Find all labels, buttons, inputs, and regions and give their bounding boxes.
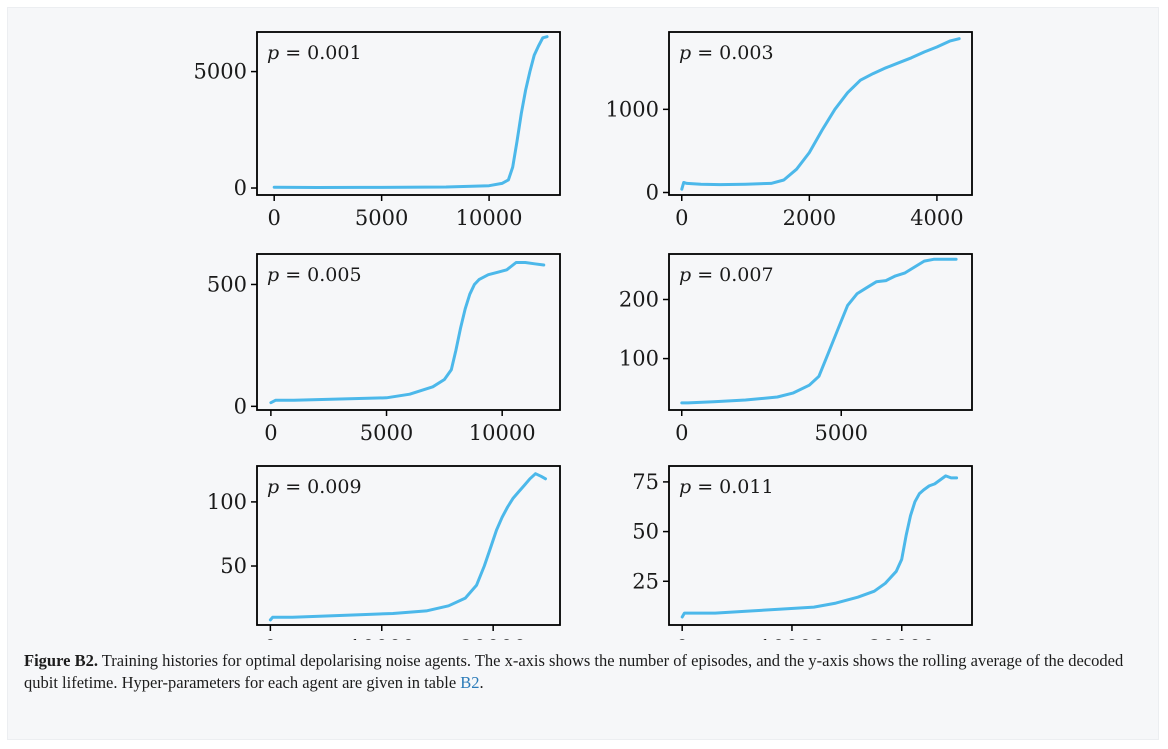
chart-panel-2: 0 2000 4000 0 1000 p = 0.003 [606,31,973,230]
y-tick-label: 25 [632,569,659,593]
series-line [269,261,546,405]
x-tick-label: 10000 [759,636,826,640]
x-tick-label: 0 [675,636,688,640]
x-tick-label: 10000 [456,206,523,230]
x-tick-label: 5000 [355,206,408,230]
panel-label: p = 0.005 [267,264,362,286]
chart-panel-3: 0 5000 10000 0 500 p = 0.005 [207,253,561,445]
axes-frame [668,31,973,196]
x-tick-label: 0 [264,636,277,640]
x-tick-label: 2000 [783,206,836,230]
panel-label: p = 0.011 [679,476,774,498]
axes-frame [256,31,561,196]
chart-panel-1: 0 5000 10000 0 5000 p = 0.001 [194,31,561,230]
y-tick-label: 0 [234,394,247,418]
series-line [272,35,549,189]
series-line [268,472,547,622]
y-tick-label: 200 [619,288,659,312]
y-tick-label: 100 [207,490,247,514]
x-tick-label: 20000 [868,636,935,640]
series-line [680,37,961,191]
axes-frame [668,465,973,626]
y-tick-label: 0 [646,181,659,205]
x-tick-label: 0 [675,206,688,230]
x-tick-label: 10000 [469,421,536,445]
axes-frame [256,253,561,411]
y-tick-label: 0 [234,176,247,200]
panel-label: p = 0.001 [267,42,362,64]
panel-label: p = 0.003 [679,42,774,64]
figure-frame [7,7,1159,740]
caption-label: Figure B2. [24,651,98,670]
x-tick-label: 10000 [348,636,415,640]
y-tick-label: 100 [619,347,659,371]
y-tick-label: 50 [220,554,247,578]
caption-text: Training histories for optimal depolaris… [24,651,1124,692]
y-tick-label: 5000 [194,60,247,84]
chart-panel-5: 0 10000 20000 50 100 p = 0.009 [207,465,561,640]
x-tick-label: 20000 [460,636,527,640]
x-tick-label: 5000 [360,421,413,445]
x-tick-label: 0 [268,206,281,230]
panel-label: p = 0.007 [679,264,774,286]
series-line [680,474,959,619]
x-tick-label: 0 [675,421,688,445]
chart-panel-6: 0 10000 20000 25 50 75 p = 0.011 [632,465,973,640]
y-tick-label: 50 [632,520,659,544]
axes-frame [256,465,561,626]
axes-frame [668,253,973,411]
x-tick-label: 0 [264,421,277,445]
y-tick-label: 75 [632,470,659,494]
y-tick-label: 1000 [606,97,659,121]
x-tick-label: 5000 [815,421,868,445]
figure-caption: Figure B2. Training histories for optima… [24,650,1144,694]
series-line [680,257,958,405]
x-tick-label: 4000 [910,206,963,230]
y-tick-label: 500 [207,272,247,296]
panel-label: p = 0.009 [267,476,362,498]
chart-panel-4: 0 5000 100 200 p = 0.007 [619,253,973,445]
caption-end: . [479,673,484,692]
table-reference-link[interactable]: B2 [460,673,480,692]
